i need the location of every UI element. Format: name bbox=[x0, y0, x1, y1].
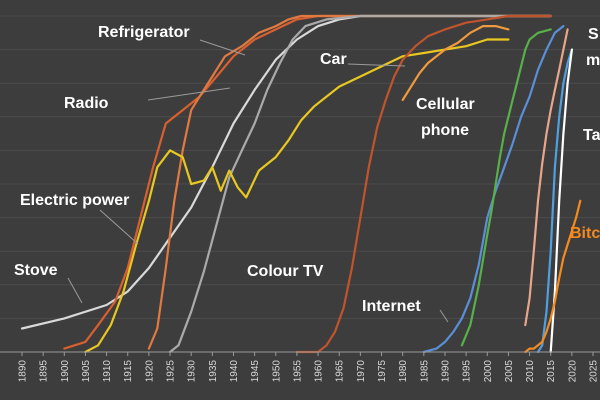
series-line-bitcoin bbox=[524, 199, 582, 354]
series-line-cellular-phone bbox=[422, 25, 565, 354]
x-tick-label: 1945 bbox=[250, 360, 261, 383]
label-stove: Stove bbox=[14, 262, 58, 279]
x-tick: 1965 bbox=[335, 352, 346, 382]
x-tick-label: 1955 bbox=[292, 360, 303, 383]
x-tick: 2005 bbox=[504, 352, 515, 382]
leader-car bbox=[347, 63, 406, 67]
x-tick: 1900 bbox=[60, 352, 71, 382]
label-social-media-s: S bbox=[588, 26, 599, 43]
series-line-radio bbox=[147, 14, 552, 350]
x-tick: 1990 bbox=[440, 352, 451, 382]
x-tick-label: 1980 bbox=[398, 360, 409, 383]
series-line-colour-tv bbox=[295, 14, 552, 354]
label-social-media-m: m bbox=[586, 52, 600, 69]
x-tick-label: 1915 bbox=[123, 360, 134, 383]
x-tick: 1915 bbox=[123, 352, 134, 382]
leader-internet bbox=[439, 309, 449, 323]
x-tick-label: 2025 bbox=[589, 360, 600, 383]
x-tick-label: 1910 bbox=[102, 360, 113, 383]
leader-refrigerator bbox=[199, 39, 246, 56]
x-tick-label: 1995 bbox=[462, 360, 473, 383]
x-tick-label: 1895 bbox=[39, 360, 50, 383]
x-tick: 2020 bbox=[567, 352, 578, 382]
x-tick-label: 2015 bbox=[546, 360, 557, 383]
leader-electric bbox=[99, 209, 139, 245]
x-tick-label: 1990 bbox=[440, 360, 451, 383]
series-line-electric-power bbox=[63, 14, 552, 350]
label-colour-tv: Colour TV bbox=[247, 263, 324, 280]
x-tick: 1925 bbox=[166, 352, 177, 382]
label-tablet: Ta bbox=[583, 127, 600, 144]
x-tick-label: 1960 bbox=[314, 360, 325, 383]
x-tick-label: 1975 bbox=[377, 360, 388, 383]
x-tick-label: 2000 bbox=[483, 360, 494, 383]
x-tick: 1995 bbox=[462, 352, 473, 382]
label-radio: Radio bbox=[64, 95, 109, 112]
label-electric-power: Electric power bbox=[20, 192, 129, 209]
x-tick-label: 2010 bbox=[525, 360, 536, 383]
x-tick: 1940 bbox=[229, 352, 240, 382]
series-line-refrigerator bbox=[168, 14, 552, 354]
x-tick-label: 1925 bbox=[166, 360, 177, 383]
label-phone: phone bbox=[421, 122, 469, 139]
series-lines bbox=[20, 14, 582, 354]
x-tick-label: 1930 bbox=[187, 360, 198, 383]
x-tick: 1945 bbox=[250, 352, 261, 382]
x-tick: 1970 bbox=[356, 352, 367, 382]
x-tick: 1890 bbox=[18, 352, 29, 382]
x-tick-label: 1900 bbox=[60, 360, 71, 383]
x-tick: 2025 bbox=[589, 352, 600, 382]
x-tick-label: 1970 bbox=[356, 360, 367, 383]
label-cellular: Cellular bbox=[416, 96, 475, 113]
x-tick-label: 1940 bbox=[229, 360, 240, 383]
x-tick-label: 1920 bbox=[144, 360, 155, 383]
x-tick: 1930 bbox=[187, 352, 198, 382]
x-tick-label: 1905 bbox=[81, 360, 92, 383]
x-tick: 1935 bbox=[208, 352, 219, 382]
x-tick: 2000 bbox=[483, 352, 494, 382]
series-line-internet bbox=[401, 25, 510, 102]
x-tick: 1920 bbox=[144, 352, 155, 382]
x-tick: 1960 bbox=[314, 352, 325, 382]
series-line-car bbox=[84, 38, 510, 354]
x-axis-ticks: 1890 1895 1900 1905 1910 1915 1920 1925 1930 1935… bbox=[18, 352, 600, 382]
series-line-social-media bbox=[536, 48, 573, 354]
label-refrigerator: Refrigerator bbox=[98, 24, 190, 41]
leader-stove bbox=[67, 277, 83, 304]
x-tick-label: 1950 bbox=[271, 360, 282, 383]
x-tick: 2015 bbox=[546, 352, 557, 382]
x-tick: 1975 bbox=[377, 352, 388, 382]
x-tick: 2010 bbox=[525, 352, 536, 382]
series-line-stove bbox=[20, 14, 552, 330]
x-tick: 1895 bbox=[39, 352, 50, 382]
annotation-leaders bbox=[67, 39, 449, 323]
x-tick-label: 1890 bbox=[18, 360, 29, 383]
x-tick-label: 1965 bbox=[335, 360, 346, 383]
leader-radio bbox=[147, 87, 231, 101]
x-tick-label: 2005 bbox=[504, 360, 515, 383]
x-tick: 1910 bbox=[102, 352, 113, 382]
x-tick-label: 2020 bbox=[567, 360, 578, 383]
x-tick: 1980 bbox=[398, 352, 409, 382]
series-line-tablet bbox=[524, 28, 569, 327]
series-line-smartphone bbox=[460, 28, 552, 347]
label-bitcoin: Bitc bbox=[570, 225, 600, 242]
x-tick: 1905 bbox=[81, 352, 92, 382]
label-internet: Internet bbox=[362, 298, 421, 315]
x-tick: 1950 bbox=[271, 352, 282, 382]
annotations: Refrigerator Radio Car Cellular phone El… bbox=[14, 24, 600, 315]
x-tick: 1985 bbox=[419, 352, 430, 382]
x-tick-label: 1985 bbox=[419, 360, 430, 383]
label-car: Car bbox=[320, 51, 347, 68]
x-tick: 1955 bbox=[292, 352, 303, 382]
gridlines bbox=[0, 15, 600, 353]
x-tick-label: 1935 bbox=[208, 360, 219, 383]
